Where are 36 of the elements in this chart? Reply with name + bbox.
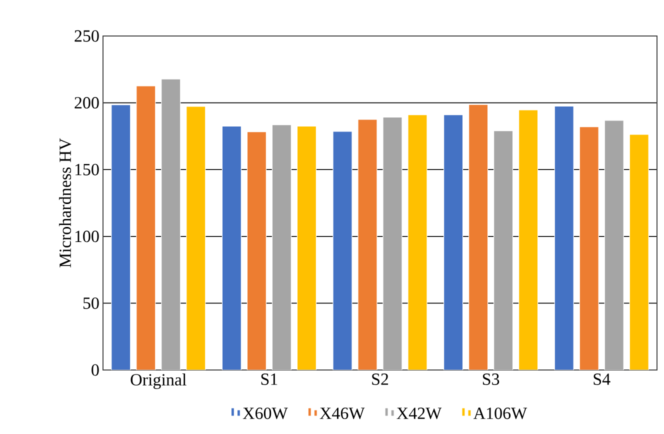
- bar: [494, 130, 514, 370]
- bar: [186, 106, 206, 370]
- x-tick-label: S2: [372, 374, 388, 385]
- bar: [296, 126, 316, 370]
- x-tick-label: S1: [261, 374, 278, 385]
- bar: [161, 78, 181, 370]
- bar: [554, 106, 574, 370]
- bar: [382, 116, 402, 370]
- bar: [358, 119, 378, 370]
- bar: [579, 126, 599, 370]
- bar: [444, 114, 464, 370]
- legend-label: X46W: [320, 408, 365, 420]
- bar: [111, 104, 131, 370]
- bar: [272, 124, 292, 370]
- y-tick-label: 150: [75, 164, 99, 176]
- x-tick-label: S4: [594, 374, 610, 385]
- bar: [629, 134, 649, 370]
- bar: [246, 131, 266, 370]
- y-tick-label: 250: [74, 30, 99, 42]
- bar: [518, 110, 538, 370]
- y-tick-label: 200: [74, 97, 99, 109]
- bar: [136, 86, 156, 370]
- y-tick-label: 50: [83, 297, 99, 309]
- legend-label: X60W: [242, 408, 288, 420]
- legend-label: X42W: [396, 408, 442, 420]
- y-tick-label: 100: [75, 230, 99, 242]
- bar: [408, 114, 428, 370]
- legend-label: A106W: [473, 408, 528, 420]
- bar: [468, 104, 488, 370]
- bar: [604, 120, 624, 370]
- y-tick-label: 0: [92, 364, 99, 376]
- x-tick-label: Original: [130, 374, 186, 389]
- y-axis-title: Microhardness HV: [59, 138, 72, 268]
- x-tick-label: S3: [482, 374, 500, 385]
- bar: [332, 131, 352, 370]
- bar: [222, 126, 242, 370]
